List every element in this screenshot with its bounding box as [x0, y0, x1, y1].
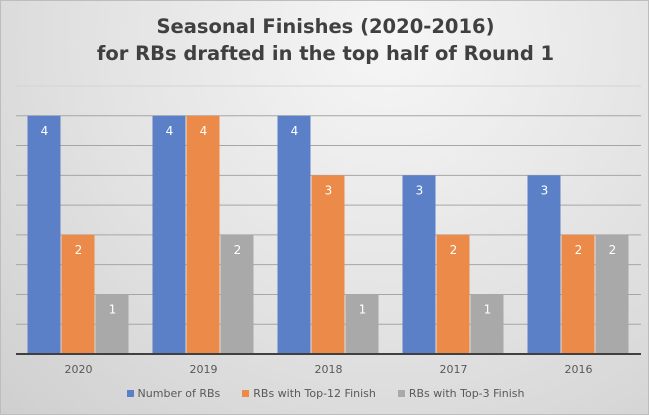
bar	[186, 115, 220, 355]
bar	[345, 294, 379, 354]
bar	[152, 115, 186, 355]
data-label: 2	[450, 243, 458, 257]
data-label: 2	[75, 243, 83, 257]
legend-swatch	[126, 390, 134, 397]
x-tick-label: 2020	[65, 363, 93, 376]
data-label: 4	[166, 124, 174, 138]
chart-title: Seasonal Finishes (2020-2016) for RBs dr…	[1, 13, 649, 67]
bar	[595, 234, 629, 354]
bar	[27, 115, 61, 355]
bar	[311, 175, 345, 354]
data-label: 2	[234, 243, 242, 257]
legend-swatch	[242, 390, 250, 397]
data-label: 1	[359, 302, 367, 316]
chart-title-line-2: for RBs drafted in the top half of Round…	[96, 42, 555, 65]
bar	[95, 294, 129, 354]
data-label: 3	[325, 183, 333, 197]
data-label: 4	[41, 124, 49, 138]
data-label: 1	[484, 302, 492, 316]
legend-swatch	[397, 390, 405, 397]
bar	[561, 234, 595, 354]
data-label: 2	[575, 243, 583, 257]
data-label: 3	[541, 183, 549, 197]
legend-item-number-of-rbs: Number of RBs	[126, 387, 221, 400]
legend-label: RBs with Top-12 Finish	[253, 387, 376, 400]
legend-label: Number of RBs	[137, 387, 221, 400]
bar	[402, 175, 436, 354]
data-label: 3	[416, 183, 424, 197]
data-label: 1	[109, 302, 117, 316]
x-tick-label: 2016	[565, 363, 593, 376]
data-label: 4	[291, 124, 299, 138]
x-tick-label: 2017	[440, 363, 468, 376]
bar	[61, 234, 95, 354]
data-label: 2	[609, 243, 617, 257]
legend: Number of RBs RBs with Top-12 Finish RBs…	[1, 387, 649, 400]
legend-label: RBs with Top-3 Finish	[408, 387, 525, 400]
x-tick-label: 2019	[190, 363, 218, 376]
bar	[527, 175, 561, 354]
bar	[277, 115, 311, 355]
legend-item-top3: RBs with Top-3 Finish	[397, 387, 525, 400]
chart-title-line-1: Seasonal Finishes (2020-2016)	[156, 15, 495, 38]
legend-item-top12: RBs with Top-12 Finish	[242, 387, 376, 400]
data-label: 4	[200, 124, 208, 138]
bar	[436, 234, 470, 354]
x-tick-label: 2018	[315, 363, 343, 376]
bar	[470, 294, 504, 354]
bar	[220, 234, 254, 354]
